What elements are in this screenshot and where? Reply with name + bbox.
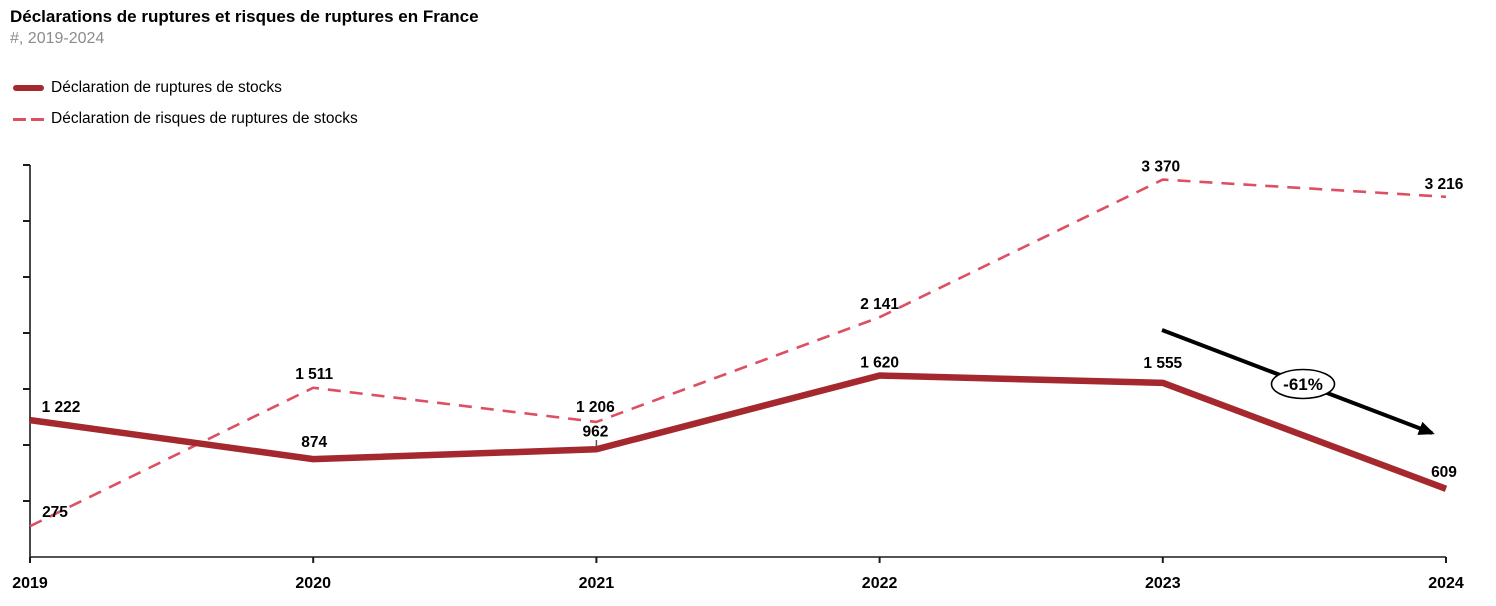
x-axis-label: 2019 [12,575,48,592]
dash-segment [31,117,44,121]
data-label: 962 [582,423,608,440]
legend-label: Déclaration de risques de ruptures de st… [51,110,358,127]
annotation-ellipse [1270,368,1336,400]
solid-line-swatch-icon [13,85,44,91]
legend-item-risques: Déclaration de risques de ruptures de st… [13,110,358,128]
series-line-solid [29,372,1448,492]
legend-item-ruptures: Déclaration de ruptures de stocks [13,79,358,97]
data-label: 3 370 [1141,159,1180,176]
data-label: 3 216 [1425,176,1464,193]
x-axis-label: 2021 [579,575,615,592]
legend-label: Déclaration de ruptures de stocks [51,79,282,96]
x-axis-label: 2022 [862,575,898,592]
chart-header: Déclarations de ruptures et risques de r… [10,6,479,48]
data-label: 874 [301,434,327,451]
annotation-label: -61% [1283,375,1323,394]
data-label: 2 141 [860,296,899,313]
dash-segment [13,117,26,121]
x-axis-label: 2024 [1428,575,1464,592]
legend: Déclaration de ruptures de stocks Déclar… [13,79,358,141]
line-chart: 2019 2020 2021 2022 2023 2024 1 222 874 962 1 620… [12,159,1464,592]
x-axis-label: 2020 [295,575,331,592]
x-axis-label: 2023 [1145,575,1181,592]
chart-subtitle: #, 2019-2024 [10,30,105,48]
series-line-dashed [29,178,1447,528]
data-label: 1 511 [295,366,333,383]
chart-title: Déclarations de ruptures et risques de r… [10,7,479,26]
data-label: 1 555 [1143,355,1182,372]
dashed-line-swatch-icon [13,117,44,121]
data-label: 609 [1431,464,1457,481]
data-label: 1 222 [42,399,81,416]
data-label: 1 620 [860,355,899,372]
data-label: 1 206 [576,399,615,416]
data-label: 275 [42,504,68,521]
